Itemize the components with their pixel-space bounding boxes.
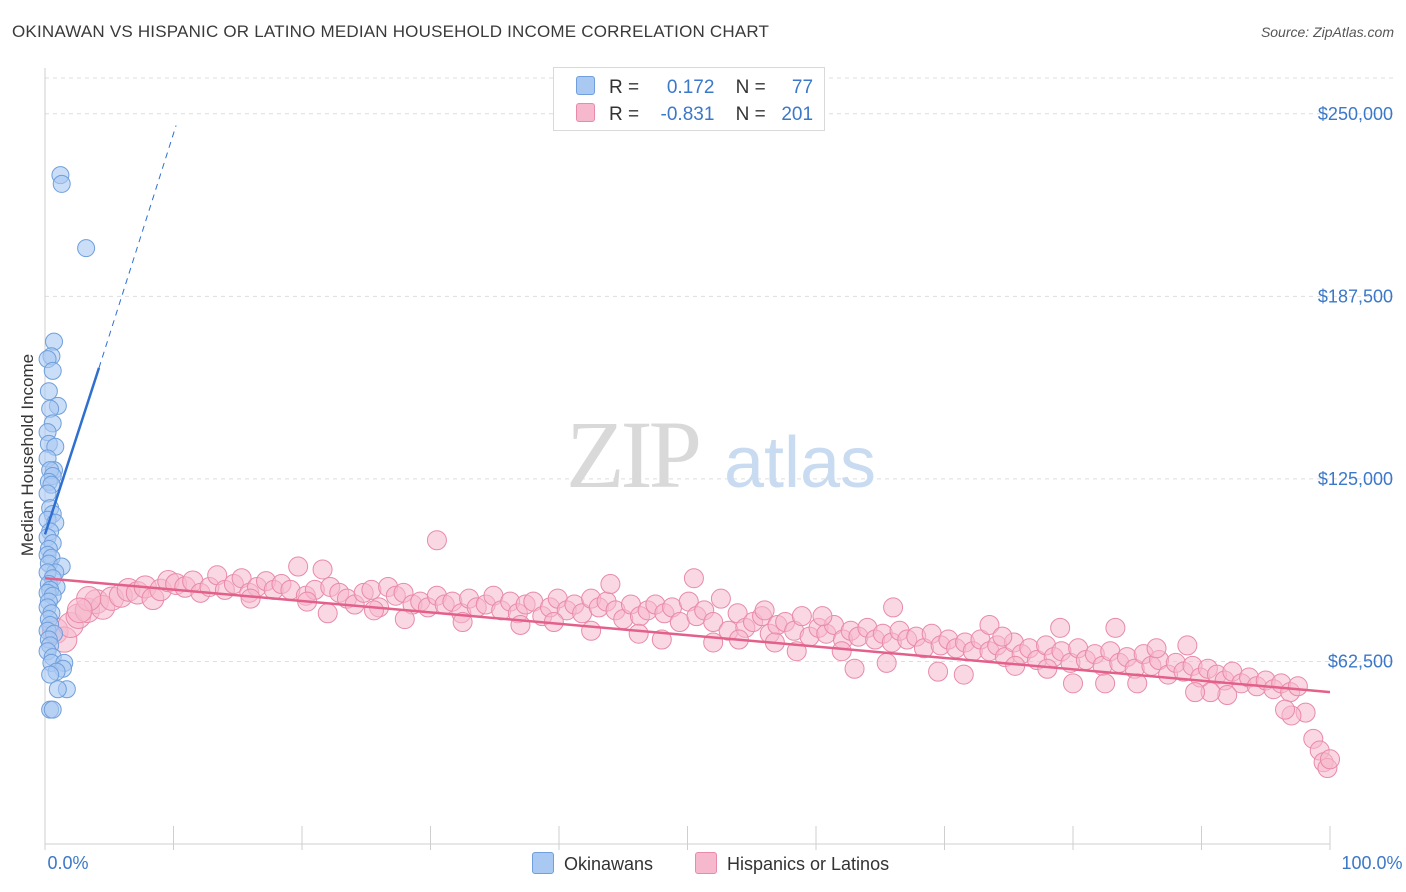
hispanics-point bbox=[844, 658, 865, 679]
hispanics-point bbox=[812, 606, 833, 627]
watermark: ZIP atlas bbox=[566, 401, 876, 508]
hispanics-swatch bbox=[576, 103, 595, 122]
hispanics-point bbox=[240, 588, 261, 609]
okinawans-point bbox=[44, 332, 63, 351]
hispanics-point bbox=[426, 530, 447, 551]
hispanics-point bbox=[288, 556, 309, 577]
y-tick-labels: $62,500 $125,000 $187,500 $250,000 bbox=[1318, 104, 1393, 672]
hispanics-point bbox=[312, 559, 333, 580]
legend-item-okinawans: Okinawans bbox=[532, 852, 653, 875]
hispanics-point bbox=[876, 652, 897, 673]
hispanics-point bbox=[1095, 673, 1116, 694]
hispanics-point bbox=[992, 626, 1013, 647]
legend-n-label: N = bbox=[735, 104, 766, 125]
hispanics-point bbox=[710, 588, 731, 609]
hispanics-point bbox=[928, 661, 949, 682]
y-tick-label: $250,000 bbox=[1318, 104, 1393, 124]
watermark-zip: ZIP bbox=[566, 401, 699, 508]
hispanics-point bbox=[1105, 617, 1126, 638]
legend-label-okinawans: Okinawans bbox=[564, 854, 654, 874]
hispanics-point bbox=[628, 623, 649, 644]
hispanics-point bbox=[831, 641, 852, 662]
hispanics-point bbox=[1217, 685, 1238, 706]
hispanics-point bbox=[1063, 673, 1083, 694]
hispanics-point bbox=[600, 574, 621, 595]
hispanics-point bbox=[1287, 676, 1308, 697]
legend-n-value: 201 bbox=[781, 104, 814, 125]
okinawans-point bbox=[39, 382, 58, 401]
okinawans-point bbox=[41, 399, 60, 418]
hispanics-point bbox=[363, 600, 384, 621]
okinawans-points bbox=[38, 166, 96, 719]
hispanics-point bbox=[361, 579, 382, 600]
legend-row-okinawans: R = 0.172 N = 77 bbox=[576, 76, 813, 99]
legend-n-label: N = bbox=[735, 77, 766, 98]
hispanics-trend-line bbox=[44, 576, 1331, 694]
hispanics-point bbox=[66, 597, 93, 624]
y-tick-label: $187,500 bbox=[1318, 286, 1393, 306]
correlation-legend: R = 0.172 N = 77 R = -0.831 N = 201 bbox=[553, 67, 825, 131]
trend-lines bbox=[43, 125, 1331, 694]
hispanics-point bbox=[1177, 635, 1198, 656]
okinawans-point bbox=[43, 700, 62, 719]
hispanics-point bbox=[394, 609, 415, 630]
watermark-atlas: atlas bbox=[724, 423, 876, 503]
legend-label-hispanics: Hispanics or Latinos bbox=[727, 854, 890, 874]
hispanics-point bbox=[452, 612, 473, 633]
legend-r-value: -0.831 bbox=[660, 104, 715, 125]
okinawans-point bbox=[43, 361, 62, 380]
okinawans-swatch bbox=[532, 852, 554, 874]
chart-title: OKINAWAN VS HISPANIC OR LATINO MEDIAN HO… bbox=[12, 22, 770, 41]
hispanics-point bbox=[651, 629, 672, 650]
hispanics-point bbox=[1320, 749, 1340, 770]
chart-source: Source: ZipAtlas.com bbox=[1260, 24, 1394, 40]
hispanics-point bbox=[703, 612, 724, 633]
hispanics-point bbox=[1185, 682, 1206, 703]
legend-r-value: 0.172 bbox=[666, 77, 715, 98]
hispanics-point bbox=[317, 603, 338, 624]
legend-item-hispanics: Hispanics or Latinos bbox=[695, 852, 889, 875]
okinawans-point bbox=[41, 665, 60, 684]
hispanics-point bbox=[791, 606, 812, 627]
okinawans-trend-line bbox=[43, 367, 101, 535]
legend-r-label: R = bbox=[609, 104, 640, 125]
okinawans-point bbox=[52, 174, 71, 193]
hispanics-point bbox=[1050, 617, 1071, 638]
okinawans-point bbox=[48, 680, 67, 699]
okinawans-trend-extension bbox=[98, 125, 177, 369]
okinawans-point bbox=[38, 484, 57, 503]
axes bbox=[44, 68, 1331, 850]
y-tick-label: $62,500 bbox=[1328, 651, 1393, 671]
hispanics-point bbox=[1146, 638, 1167, 659]
hispanics-point bbox=[669, 612, 690, 633]
hispanics-point bbox=[754, 600, 775, 621]
hispanics-swatch bbox=[695, 852, 717, 874]
hispanics-point bbox=[979, 614, 1000, 635]
hispanics-point bbox=[510, 614, 531, 635]
legend-n-value: 77 bbox=[791, 77, 814, 98]
hispanics-point bbox=[1275, 699, 1296, 720]
x-tick-label-max: 100.0% bbox=[1341, 853, 1402, 873]
okinawans-swatch bbox=[576, 76, 595, 95]
hispanics-points bbox=[41, 530, 1340, 779]
y-tick-label: $125,000 bbox=[1318, 469, 1393, 489]
okinawans-point bbox=[77, 239, 96, 258]
hispanics-point bbox=[683, 568, 704, 589]
x-tick-label-min: 0.0% bbox=[47, 853, 88, 873]
hispanics-point bbox=[581, 620, 602, 641]
legend-r-label: R = bbox=[609, 77, 640, 98]
hispanics-point bbox=[953, 664, 974, 685]
hispanics-point bbox=[883, 597, 904, 618]
legend-row-hispanics: R = -0.831 N = 201 bbox=[576, 103, 813, 126]
y-axis-label: Median Household Income bbox=[18, 354, 37, 556]
